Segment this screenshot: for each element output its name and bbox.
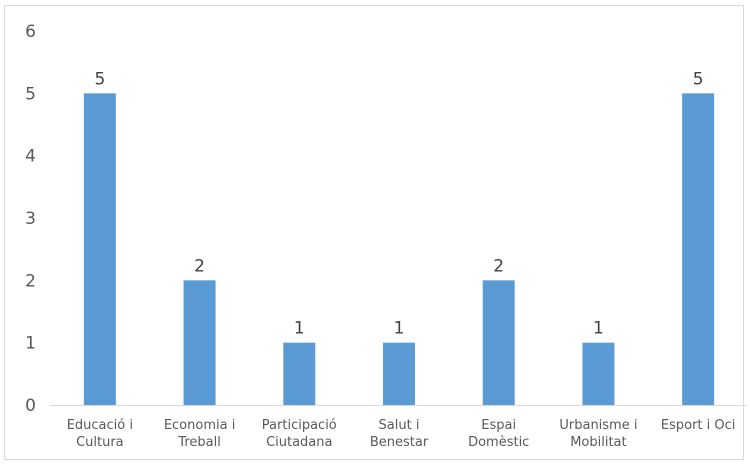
y-axis-tick-labels: 0 1 2 3 4 5 6 [25,22,36,416]
bars [83,93,715,405]
category-label-4: Salut i Benestar [370,418,429,450]
y-tick-label-4: 4 [25,147,36,167]
data-label-4: 1 [394,319,405,339]
data-labels: 5 2 1 1 2 1 5 [94,69,703,338]
category-label-2: Economia i Treball [164,418,236,450]
data-label-6: 1 [593,319,604,339]
bar-5 [482,280,515,405]
data-label-2: 2 [194,256,205,276]
x-axis-category-labels: Educació i Cultura Economia i Treball Partic… [67,418,736,450]
bar-4 [383,342,415,405]
y-tick-label-1: 1 [25,334,36,354]
y-tick-label-3: 3 [25,209,36,229]
data-label-3: 1 [294,319,305,339]
data-label-1: 5 [94,69,105,89]
bar-2 [183,280,216,405]
category-label-5: Espai Domèstic [468,418,529,450]
category-label-6: Urbanisme i Mobilitat [559,418,637,450]
y-tick-label-2: 2 [25,271,36,291]
y-tick-label-0: 0 [25,396,36,416]
bar-7 [682,93,715,405]
y-tick-label-5: 5 [25,84,36,104]
category-label-3: Participació Ciutadana [262,418,337,450]
chart-frame [4,5,744,460]
bar-6 [582,342,615,405]
category-label-1: Educació i Cultura [67,418,133,450]
y-tick-label-6: 6 [25,22,36,42]
bar-1 [83,93,116,405]
bar-3 [283,342,316,405]
data-label-7: 5 [693,69,704,89]
category-label-7: Esport i Oci [661,418,736,433]
data-label-5: 2 [493,256,504,276]
